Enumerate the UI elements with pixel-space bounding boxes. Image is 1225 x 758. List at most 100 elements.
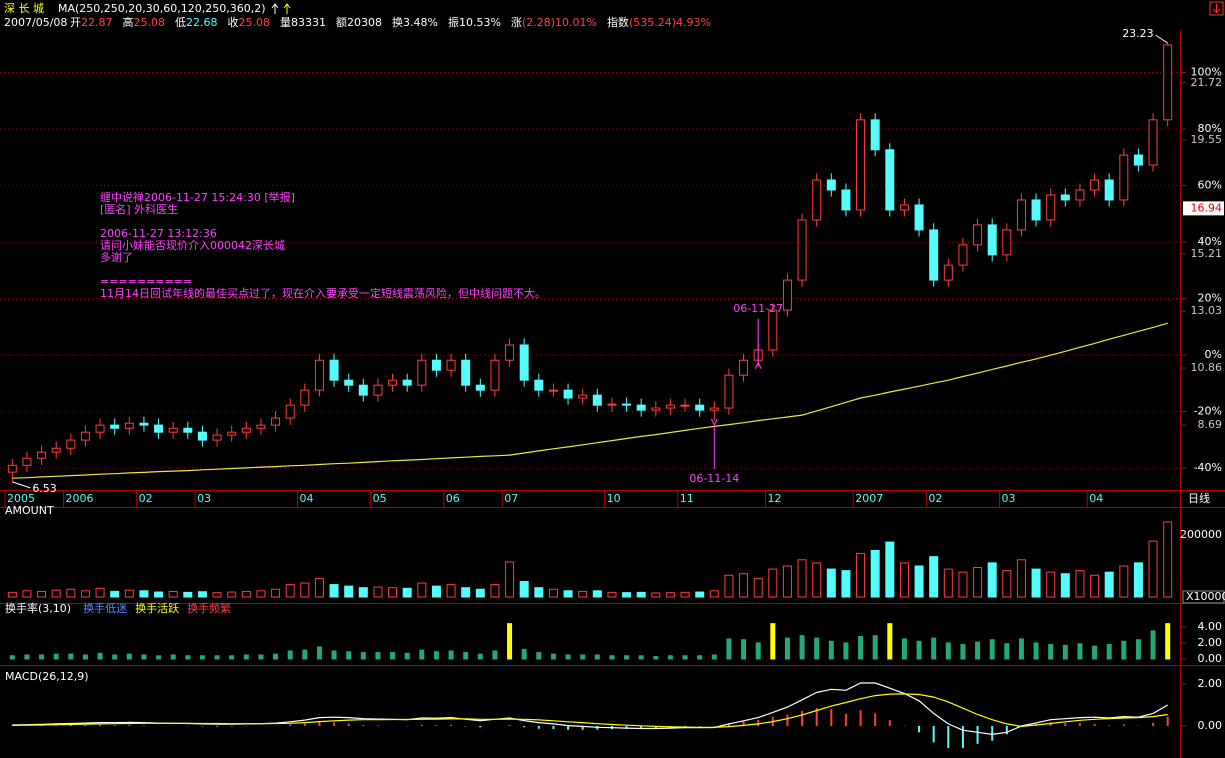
bar bbox=[960, 644, 966, 660]
candle-body bbox=[563, 389, 573, 399]
low-label: 6.53 bbox=[32, 482, 57, 495]
bar bbox=[433, 651, 439, 660]
candle-body bbox=[300, 389, 310, 406]
bar bbox=[227, 591, 237, 598]
legend-entry: 换手活跃 bbox=[135, 601, 179, 615]
candle-body bbox=[241, 427, 251, 433]
bar bbox=[622, 592, 632, 598]
candle-body bbox=[636, 404, 646, 411]
candle-body bbox=[1148, 119, 1158, 166]
bar bbox=[271, 588, 281, 598]
panel-title: MACD(26,12,9) bbox=[5, 670, 89, 683]
bar bbox=[212, 592, 222, 598]
candle-body bbox=[534, 379, 544, 391]
bar bbox=[872, 635, 878, 660]
bar bbox=[1031, 568, 1041, 598]
bar bbox=[9, 655, 15, 660]
corner-icon[interactable] bbox=[1209, 1, 1224, 16]
bar bbox=[843, 642, 849, 660]
panel-title: AMOUNT bbox=[5, 504, 54, 517]
bar bbox=[199, 655, 205, 660]
candle-body bbox=[709, 407, 719, 411]
bar bbox=[490, 584, 500, 598]
candle-body bbox=[66, 439, 76, 449]
indicator-label: MA(250,250,20,30,60,120,250,360,2) bbox=[58, 2, 266, 15]
quote-value: 25.08 bbox=[239, 16, 271, 29]
marker-arrow bbox=[754, 318, 762, 370]
bar bbox=[417, 582, 427, 598]
y-tick-label: -40% bbox=[1194, 461, 1222, 474]
bar bbox=[373, 586, 383, 598]
candle-body bbox=[929, 229, 939, 281]
quote-value: (535.24)4.93% bbox=[629, 16, 711, 29]
candle-body bbox=[622, 403, 632, 406]
bar bbox=[1133, 562, 1143, 598]
bar bbox=[916, 640, 922, 660]
dea-line bbox=[12, 693, 1168, 728]
bar bbox=[1016, 559, 1026, 598]
bar bbox=[1150, 630, 1156, 660]
candle-body bbox=[285, 404, 295, 419]
x-tick-label: 12 bbox=[768, 492, 782, 505]
arrow-icon bbox=[283, 3, 291, 14]
bar bbox=[124, 589, 134, 598]
bar bbox=[799, 635, 805, 660]
bar bbox=[901, 638, 907, 660]
candle-body bbox=[124, 422, 134, 429]
bar bbox=[139, 590, 149, 598]
bar bbox=[826, 568, 836, 598]
candle-body bbox=[417, 359, 427, 386]
bar bbox=[1121, 640, 1127, 660]
bar bbox=[1018, 638, 1024, 660]
x-tick-label: 04 bbox=[1089, 492, 1103, 505]
quote-value: 83331 bbox=[291, 16, 326, 29]
candle-body bbox=[431, 359, 441, 371]
quote-item: 高25.08 bbox=[123, 15, 166, 29]
candle-body bbox=[227, 431, 237, 436]
x-tick-label: 07 bbox=[504, 492, 518, 505]
icon-frame[interactable] bbox=[1209, 1, 1224, 16]
candle-body bbox=[592, 394, 602, 406]
bar bbox=[770, 623, 776, 660]
bar bbox=[39, 654, 45, 660]
bar bbox=[651, 592, 661, 598]
bar bbox=[989, 639, 995, 660]
bar bbox=[592, 590, 602, 598]
candle-body bbox=[1133, 154, 1143, 166]
bar bbox=[66, 588, 76, 598]
quote-value: (2.28)10.01% bbox=[522, 16, 597, 29]
bar bbox=[856, 553, 866, 598]
bar bbox=[563, 590, 573, 598]
candle-body bbox=[446, 359, 456, 371]
icon-arrow[interactable] bbox=[1212, 4, 1221, 14]
bar bbox=[375, 652, 381, 660]
bar bbox=[536, 652, 542, 660]
quote-label: 振 bbox=[448, 15, 459, 29]
candle-body bbox=[1119, 154, 1129, 201]
quote-label: 量 bbox=[280, 16, 291, 29]
bar bbox=[958, 571, 968, 598]
bar bbox=[141, 654, 147, 660]
bar bbox=[987, 562, 997, 598]
comment-line: 缠中说禅2006-11-27 15:24:30 [举报] bbox=[100, 190, 295, 204]
candle-body bbox=[80, 431, 90, 441]
quote-label: 换 bbox=[392, 15, 403, 29]
bar bbox=[402, 587, 412, 598]
candle-body bbox=[256, 424, 266, 429]
candle-body bbox=[519, 344, 529, 381]
candle-body bbox=[95, 424, 105, 433]
y-tick-label: 13.03 bbox=[1191, 304, 1223, 317]
bar bbox=[1163, 521, 1173, 598]
candle-body bbox=[695, 404, 705, 411]
y-tick-label: 40% bbox=[1198, 235, 1222, 248]
bar bbox=[431, 585, 441, 598]
candle-body bbox=[607, 403, 617, 406]
y-tick-label: 60% bbox=[1198, 179, 1222, 192]
bar bbox=[607, 591, 617, 598]
bar bbox=[711, 654, 717, 660]
bar bbox=[22, 590, 32, 598]
bar bbox=[929, 556, 939, 598]
bar bbox=[448, 650, 454, 660]
bar bbox=[797, 559, 807, 598]
bar bbox=[931, 637, 937, 660]
